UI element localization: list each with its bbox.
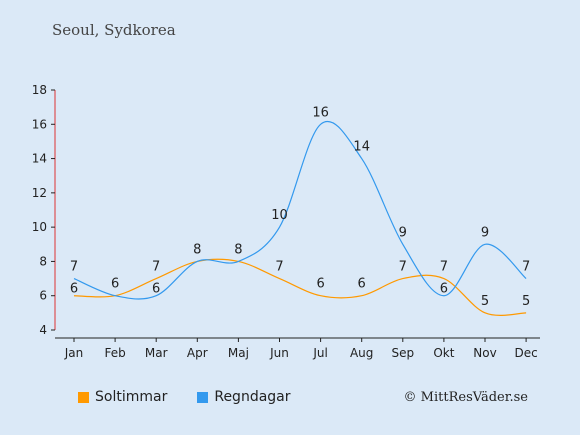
data-label-shared: 6 bbox=[111, 277, 119, 292]
data-label-sun: 7 bbox=[440, 260, 448, 275]
data-label-sun: 6 bbox=[316, 277, 324, 292]
x-tick-label: Aug bbox=[350, 346, 373, 360]
data-label-rain: 14 bbox=[353, 140, 370, 155]
data-label-rain: 10 bbox=[271, 208, 288, 223]
legend-swatch-sun bbox=[78, 391, 89, 403]
y-tick-label: 6 bbox=[39, 289, 47, 303]
x-tick-label: Jun bbox=[269, 346, 289, 360]
data-label-sun: 5 bbox=[481, 294, 489, 309]
x-tick-label: Jan bbox=[64, 346, 84, 360]
x-tick-label: Mar bbox=[145, 346, 168, 360]
x-tick-label: Feb bbox=[104, 346, 125, 360]
legend-swatch-rain bbox=[197, 391, 209, 403]
x-tick-label: Jul bbox=[312, 346, 327, 360]
data-label-sun: 7 bbox=[152, 260, 160, 275]
legend-label-sun: Soltimmar bbox=[95, 389, 168, 405]
x-tick-label: Nov bbox=[473, 346, 496, 360]
x-tick-label: Dec bbox=[514, 346, 537, 360]
x-tick-label: Okt bbox=[433, 346, 454, 360]
y-tick-label: 10 bbox=[32, 220, 47, 234]
data-label-rain: 6 bbox=[440, 282, 448, 297]
y-tick-label: 8 bbox=[39, 254, 47, 268]
data-label-sun: 5 bbox=[522, 294, 530, 309]
chart-title: Seoul, Sydkorea bbox=[52, 21, 176, 39]
y-tick-label: 18 bbox=[32, 83, 47, 97]
legend-label-rain: Regndagar bbox=[214, 389, 291, 405]
data-label-rain: 6 bbox=[152, 282, 160, 297]
data-label-rain: 9 bbox=[399, 225, 407, 240]
x-tick-label: Sep bbox=[391, 346, 414, 360]
data-label-shared: 8 bbox=[234, 242, 242, 257]
y-tick-label: 4 bbox=[39, 323, 47, 337]
y-tick-label: 12 bbox=[32, 186, 47, 200]
data-label-rain: 16 bbox=[312, 105, 329, 120]
credit-text: © MittResVäder.se bbox=[403, 390, 528, 405]
y-tick-label: 16 bbox=[32, 117, 47, 131]
data-label-sun: 7 bbox=[399, 260, 407, 275]
legend-item-rain: Regndagar bbox=[197, 389, 291, 405]
series-line-sun bbox=[73, 258, 527, 316]
data-label-rain: 7 bbox=[522, 260, 530, 275]
y-tick-label: 14 bbox=[32, 152, 47, 166]
legend: Soltimmar Regndagar bbox=[78, 389, 291, 405]
data-label-shared: 8 bbox=[193, 242, 201, 257]
data-label-rain: 7 bbox=[70, 260, 78, 275]
data-label-sun: 6 bbox=[358, 277, 366, 292]
data-label-sun: 6 bbox=[70, 282, 78, 297]
x-tick-label: Maj bbox=[228, 346, 249, 360]
x-tick-label: Apr bbox=[187, 346, 208, 360]
series-line-rain bbox=[73, 121, 527, 300]
data-label-sun: 7 bbox=[275, 260, 283, 275]
legend-item-sun: Soltimmar bbox=[78, 389, 167, 405]
data-label-rain: 9 bbox=[481, 225, 489, 240]
